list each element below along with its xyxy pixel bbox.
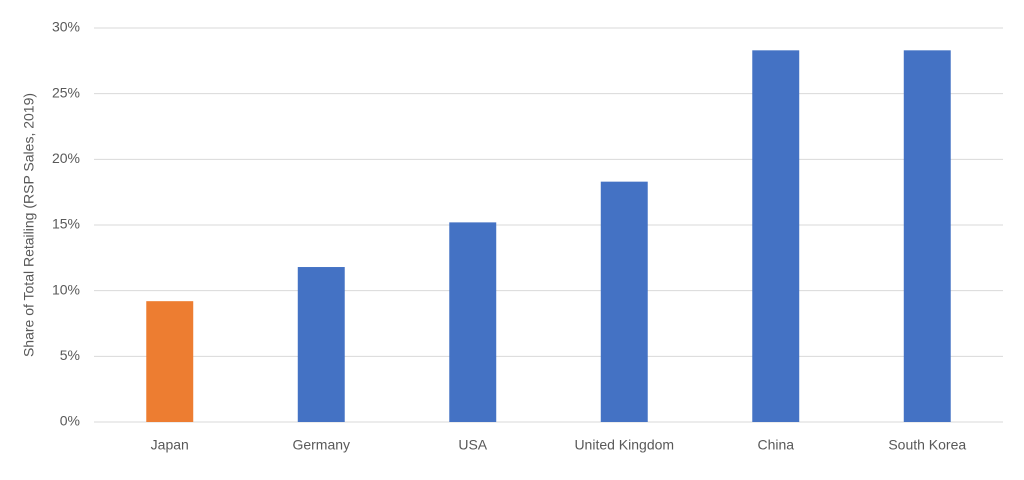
y-tick-label: 15% <box>52 216 80 232</box>
bar <box>752 50 800 423</box>
x-tick-label: Germany <box>292 437 350 453</box>
x-tick-label: United Kingdom <box>574 437 674 453</box>
bar <box>449 222 497 422</box>
bar <box>146 301 194 422</box>
y-tick-label: 30% <box>52 19 80 35</box>
y-tick-label: 5% <box>60 347 80 363</box>
x-tick-label: South Korea <box>888 437 966 453</box>
y-tick-label: 0% <box>60 413 80 429</box>
bar <box>297 267 345 422</box>
y-axis-label: Share of Total Retailing (RSP Sales, 201… <box>21 93 37 357</box>
x-tick-label: USA <box>458 437 487 453</box>
y-tick-label: 25% <box>52 84 80 100</box>
x-tick-label: Japan <box>151 437 189 453</box>
x-tick-label: China <box>757 437 794 453</box>
y-tick-label: 10% <box>52 281 80 297</box>
bar <box>600 181 648 422</box>
bar <box>903 50 951 423</box>
y-tick-label: 20% <box>52 150 80 166</box>
